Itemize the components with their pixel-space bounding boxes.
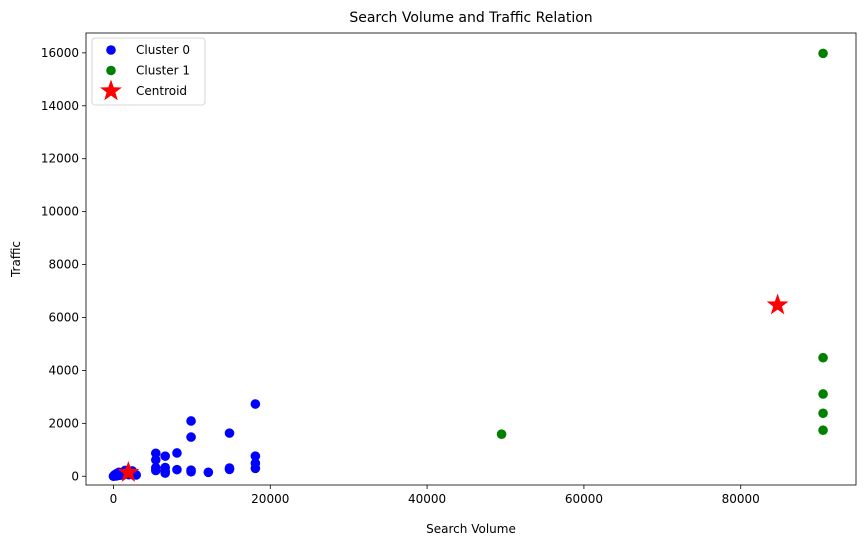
x-tick-label: 60000 <box>565 492 603 506</box>
y-tick-label: 6000 <box>48 310 79 324</box>
cluster-0-point <box>224 464 235 475</box>
y-tick-label: 0 <box>71 469 79 483</box>
cluster-0-point <box>172 464 182 475</box>
cluster-0-point <box>250 451 261 461</box>
cluster-1-point <box>818 48 828 59</box>
cluster-0-point <box>186 466 196 477</box>
cluster-0-point <box>160 468 170 478</box>
plot-border <box>85 32 857 486</box>
cluster-0-point <box>150 448 161 459</box>
cluster-0-point <box>224 428 235 438</box>
x-tick-label: 80000 <box>722 492 760 506</box>
cluster-0-point <box>160 451 170 461</box>
legend-label: Centroid <box>136 84 187 98</box>
cluster-1-point <box>818 389 828 399</box>
y-axis-label: Traffic <box>9 241 23 278</box>
cluster-1-point <box>818 408 828 419</box>
y-tick-label: 12000 <box>41 152 79 166</box>
y-tick-label: 10000 <box>41 205 79 219</box>
y-tick-label: 2000 <box>48 416 79 430</box>
y-axis-ticks: 0 2000 4000 6000 8000 10000 12000 14000 16000 <box>41 46 86 483</box>
chart-title: Search Volume and Traffic Relation <box>349 10 592 26</box>
cluster-0-point <box>250 399 261 409</box>
y-tick-label: 4000 <box>48 363 79 377</box>
legend-circle-marker <box>106 45 116 55</box>
legend-label: Cluster 0 <box>136 43 190 57</box>
x-tick-label: 0 <box>110 492 118 506</box>
cluster-0-point <box>150 455 161 465</box>
data-marks <box>108 48 828 482</box>
x-axis-label: Search Volume <box>426 522 516 536</box>
cluster-1-point <box>818 352 828 363</box>
cluster-1-point <box>818 425 828 436</box>
legend-circle-marker <box>106 65 116 76</box>
cluster-0-point <box>203 467 214 478</box>
x-tick-label: 20000 <box>251 492 289 506</box>
x-tick-label: 40000 <box>408 492 446 506</box>
legend-label: Cluster 1 <box>136 64 190 78</box>
y-tick-label: 16000 <box>41 46 79 60</box>
legend: Cluster 0 Cluster 1 Centroid <box>91 37 206 106</box>
plot-area <box>86 33 856 485</box>
centroid-star-marker <box>117 461 140 482</box>
cluster-0-point <box>172 448 182 458</box>
x-axis-ticks: 0 20000 40000 60000 80000 <box>110 485 760 506</box>
y-tick-label: 8000 <box>48 258 79 272</box>
cluster-1-point <box>496 429 507 439</box>
cluster-0-point <box>186 416 196 426</box>
legend-star-marker <box>100 79 122 101</box>
centroid-star-marker <box>766 293 789 315</box>
plot-frame <box>86 33 856 485</box>
cluster-0-point <box>250 463 261 474</box>
cluster-0-point <box>186 432 196 442</box>
cluster-0-point <box>150 465 161 476</box>
y-tick-label: 14000 <box>41 99 79 113</box>
